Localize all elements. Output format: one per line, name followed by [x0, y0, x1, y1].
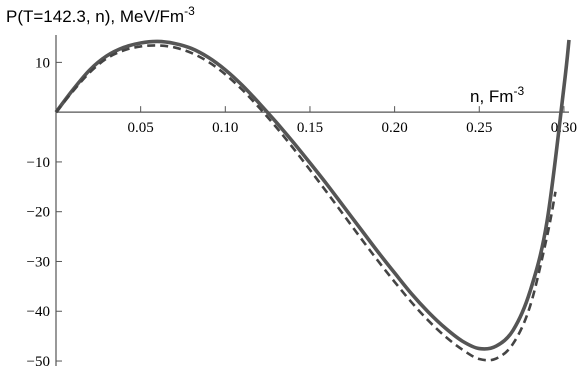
x-tick-label: 0.15: [297, 120, 323, 136]
dashed-series-line: [54, 44, 557, 362]
x-axis-label: n, Fm-3: [470, 84, 524, 106]
y-axis-label: P(T=142.3, n), MeV/Fm-3: [6, 4, 195, 26]
solid-series-line: [54, 39, 571, 351]
x-tick-label: 0.25: [466, 120, 492, 136]
y-tick-label: −40: [27, 304, 50, 320]
y-tick-label: −10: [27, 155, 50, 171]
x-axis-label-exponent: -3: [513, 84, 524, 98]
y-tick-label: −20: [27, 205, 50, 221]
y-tick-label: −30: [27, 254, 50, 270]
x-tick-label: 0.20: [381, 120, 407, 136]
axes: [55, 35, 569, 366]
y-tick-label: −50: [27, 354, 50, 370]
series-layer: [54, 39, 571, 362]
y-axis-label-exponent: -3: [184, 4, 195, 18]
x-tick-label: 0.30: [551, 120, 577, 136]
x-axis-label-text: n, Fm: [470, 87, 513, 106]
x-tick-label: 0.10: [212, 120, 238, 136]
x-tick-label: 0.05: [128, 120, 154, 136]
y-axis-label-text: P(T=142.3, n), MeV/Fm: [6, 7, 184, 26]
y-tick-label: 10: [35, 55, 50, 71]
